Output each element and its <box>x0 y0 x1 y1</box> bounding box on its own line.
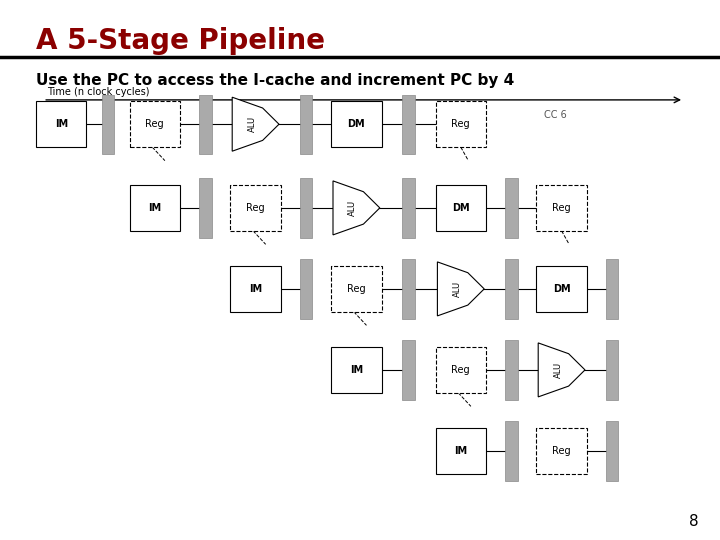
Polygon shape <box>539 343 585 397</box>
Bar <box>402 259 415 319</box>
Text: CC 6: CC 6 <box>544 110 567 120</box>
Bar <box>505 178 518 238</box>
Text: CC 5: CC 5 <box>441 110 464 120</box>
Bar <box>300 94 312 154</box>
Text: DM: DM <box>452 203 469 213</box>
Text: Reg: Reg <box>145 119 164 129</box>
Bar <box>436 185 486 231</box>
Text: DM: DM <box>553 284 570 294</box>
Bar <box>300 178 312 238</box>
Text: ALU: ALU <box>554 362 562 378</box>
Bar <box>36 102 86 147</box>
Text: Reg: Reg <box>451 365 470 375</box>
Text: CC 4: CC 4 <box>337 110 360 120</box>
Bar <box>300 259 312 319</box>
Bar <box>402 178 415 238</box>
Bar <box>606 340 618 400</box>
Polygon shape <box>438 262 484 316</box>
Text: CC 3: CC 3 <box>234 110 257 120</box>
Text: 8: 8 <box>689 514 698 529</box>
Bar <box>436 428 486 474</box>
Bar <box>130 185 180 231</box>
Bar <box>130 102 180 147</box>
Bar <box>102 94 114 154</box>
Bar <box>402 340 415 400</box>
Text: ALU: ALU <box>453 281 462 297</box>
Bar <box>505 421 518 481</box>
Bar <box>230 185 281 231</box>
Text: IM: IM <box>148 203 161 213</box>
Text: A 5-Stage Pipeline: A 5-Stage Pipeline <box>36 27 325 55</box>
Bar <box>331 102 382 147</box>
Text: Use the PC to access the I-cache and increment PC by 4: Use the PC to access the I-cache and inc… <box>36 73 514 88</box>
Bar <box>436 347 486 393</box>
Text: IM: IM <box>454 446 467 456</box>
Bar <box>436 102 486 147</box>
Text: ALU: ALU <box>348 200 357 216</box>
Bar <box>536 266 587 312</box>
Polygon shape <box>333 181 380 235</box>
Bar <box>199 178 212 238</box>
Text: Reg: Reg <box>451 119 470 129</box>
Text: Reg: Reg <box>552 446 571 456</box>
Text: ALU: ALU <box>248 116 256 132</box>
Text: CC 1: CC 1 <box>40 110 63 120</box>
Text: Reg: Reg <box>347 284 366 294</box>
Text: IM: IM <box>249 284 262 294</box>
Bar <box>536 185 587 231</box>
Bar <box>505 259 518 319</box>
Text: IM: IM <box>350 365 363 375</box>
Bar <box>505 340 518 400</box>
Text: IM: IM <box>55 119 68 129</box>
Text: Time (n clock cycles): Time (n clock cycles) <box>47 87 149 97</box>
Text: Reg: Reg <box>246 203 265 213</box>
Bar <box>536 428 587 474</box>
Bar <box>606 259 618 319</box>
Text: DM: DM <box>348 119 365 129</box>
Bar <box>331 266 382 312</box>
Bar <box>331 347 382 393</box>
Text: Reg: Reg <box>552 203 571 213</box>
Polygon shape <box>232 97 279 151</box>
Text: CC 2: CC 2 <box>133 110 156 120</box>
Bar <box>606 421 618 481</box>
Bar <box>199 94 212 154</box>
Bar <box>230 266 281 312</box>
Bar <box>402 94 415 154</box>
